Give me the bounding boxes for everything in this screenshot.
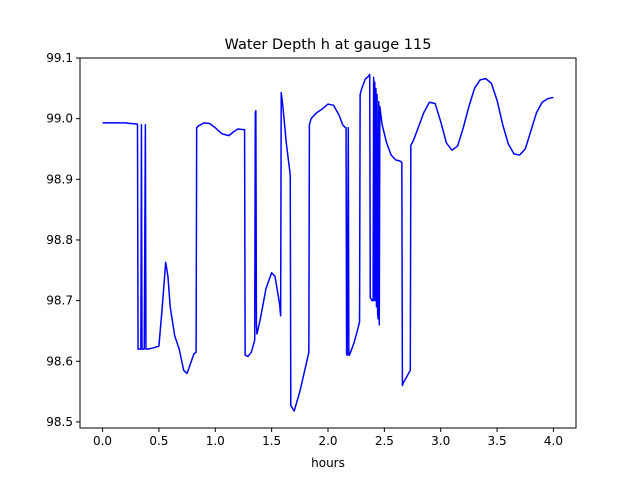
x-axis-label: hours [311,456,345,470]
y-tick-label: 98.6 [46,354,73,368]
x-axis: 0.0 0.5 1.0 1.5 2.0 2.5 3.0 3.5 4.0 [93,428,563,448]
y-tick-label: 98.5 [46,415,73,429]
x-tick-label: 3.0 [431,434,450,448]
x-tick-label: 0.0 [93,434,112,448]
x-tick-label: 2.5 [375,434,394,448]
y-tick-label: 99.1 [46,51,73,65]
x-tick-label: 2.0 [318,434,337,448]
x-tick-label: 3.5 [488,434,507,448]
x-tick-label: 4.0 [544,434,563,448]
x-tick-label: 1.5 [262,434,281,448]
series-line-water-depth [102,73,554,412]
chart-title: Water Depth h at gauge 115 [225,37,432,53]
y-tick-label: 98.8 [46,233,73,247]
y-tick-label: 99.0 [46,112,73,126]
x-tick-label: 1.0 [206,434,225,448]
y-axis: 98.5 98.6 98.7 98.8 98.9 99.0 99.1 [46,51,80,429]
x-tick-label: 0.5 [149,434,168,448]
y-tick-label: 98.9 [46,172,73,186]
y-tick-label: 98.7 [46,294,73,308]
